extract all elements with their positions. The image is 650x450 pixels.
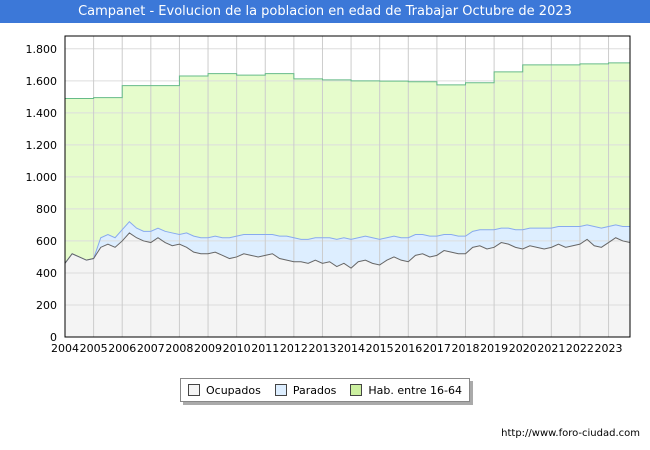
x-tick-label: 2019: [480, 342, 508, 355]
legend-swatch: [187, 384, 200, 396]
x-tick-label: 2012: [280, 342, 308, 355]
y-tick-label: 0: [50, 331, 57, 344]
x-tick-label: 2020: [509, 342, 537, 355]
plot-border: [64, 35, 631, 338]
x-tick-label: 2021: [537, 342, 565, 355]
x-tick-label: 2022: [566, 342, 594, 355]
y-tick-label: 800: [36, 203, 57, 216]
line-parados: [64, 221, 630, 264]
legend-item-hab: Hab. entre 16-64: [350, 384, 462, 397]
x-tick-label: 2007: [137, 342, 165, 355]
source-link[interactable]: http://www.foro-ciudad.com: [501, 428, 640, 439]
legend-label: Ocupados: [205, 383, 261, 397]
legend-item-ocupados: Ocupados: [187, 383, 261, 397]
y-tick-label: 200: [36, 299, 57, 312]
y-tick-label: 600: [36, 235, 57, 248]
y-tick-label: 400: [36, 267, 57, 280]
x-tick-label: 2005: [80, 342, 108, 355]
x-tick-label: 2018: [452, 342, 480, 355]
y-tick-label: 1.800: [26, 43, 58, 56]
legend: Ocupados Parados Hab. entre 16-64: [180, 378, 470, 402]
x-tick-label: 2009: [194, 342, 222, 355]
x-tick-label: 2008: [165, 342, 193, 355]
x-tick-label: 2016: [394, 342, 422, 355]
x-tick-label: 2014: [337, 342, 365, 355]
legend-label: Hab. entre 16-64: [368, 383, 462, 397]
y-tick-label: 1.200: [26, 139, 58, 152]
area-ocupados: [65, 232, 630, 337]
legend-swatch: [274, 384, 287, 396]
legend-swatch: [350, 384, 363, 396]
line-hab: [65, 62, 630, 99]
chart-title: Campanet - Evolucion de la poblacion en …: [0, 0, 650, 23]
x-tick-label: 2011: [251, 342, 279, 355]
x-tick-label: 2004: [51, 342, 79, 355]
x-tick-label: 2015: [366, 342, 394, 355]
x-tick-label: 2006: [108, 342, 136, 355]
x-tick-label: 2023: [595, 342, 623, 355]
x-tick-label: 2017: [423, 342, 451, 355]
y-tick-label: 1.000: [26, 171, 58, 184]
legend-item-parados: Parados: [274, 383, 337, 397]
line-ocupados: [64, 232, 631, 269]
x-tick-label: 2010: [223, 342, 251, 355]
x-tick-label: 2013: [308, 342, 336, 355]
legend-label: Parados: [292, 383, 337, 397]
y-tick-label: 1.600: [26, 75, 58, 88]
y-tick-label: 1.400: [26, 107, 58, 120]
